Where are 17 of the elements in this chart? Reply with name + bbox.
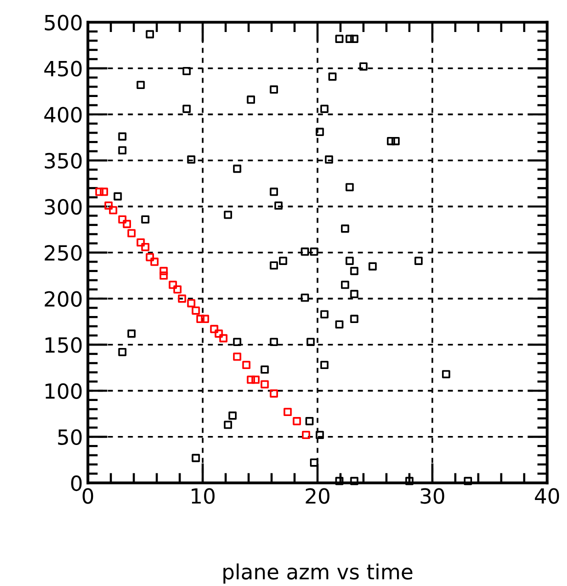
y-tick-label: 200 (44, 291, 82, 307)
y-tick-label: 450 (44, 60, 82, 77)
y-tick-label: 300 (44, 198, 82, 215)
y-tick-label: 50 (58, 429, 82, 446)
x-tick-label: 10 (192, 488, 215, 504)
y-tick-label: 100 (46, 383, 82, 399)
y-tick-label: 400 (44, 106, 82, 123)
x-tick-label: 20 (306, 488, 330, 504)
y-tick-label: 0 (71, 475, 82, 492)
y-tick-label: 350 (44, 152, 82, 169)
x-tick-label: 40 (534, 488, 560, 504)
y-tick-label: 150 (46, 337, 82, 353)
x-tick-label: 30 (420, 488, 444, 504)
x-axis-title: plane azm vs time (223, 563, 412, 584)
y-tick-label: 500 (44, 14, 82, 30)
x-tick-label: 0 (82, 488, 94, 504)
y-tick-label: 250 (44, 245, 82, 261)
